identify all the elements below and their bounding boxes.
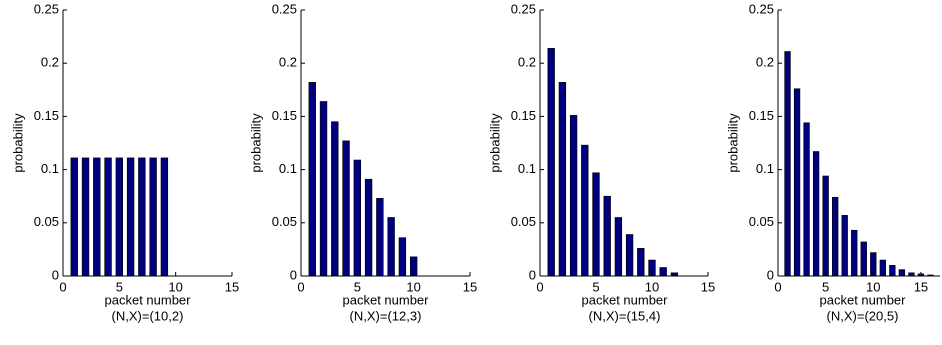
bar [812, 151, 820, 277]
bar [319, 101, 328, 277]
x-tick-label: 0 [59, 279, 66, 294]
y-tick-label: 0.2 [41, 55, 59, 70]
x-tick-label: 10 [168, 279, 182, 294]
x-tick-label: 10 [645, 279, 659, 294]
y-tick-label: 0.2 [756, 55, 774, 70]
bar [331, 121, 339, 277]
bar [104, 157, 112, 277]
bar [308, 82, 316, 277]
bar [889, 265, 896, 277]
bar [547, 48, 555, 277]
bar [581, 144, 589, 277]
bar [860, 241, 867, 277]
bar [115, 157, 124, 277]
x-tick-label: 15 [463, 279, 477, 294]
bar [793, 88, 801, 277]
bar [149, 157, 157, 277]
bar [659, 267, 667, 277]
bar [625, 234, 634, 277]
y-tick-label: 0.15 [34, 108, 59, 123]
caption: (N,X)=(15,4) [589, 308, 661, 323]
y-tick-label: 0.15 [272, 108, 297, 123]
bar [160, 157, 169, 277]
y-axis-label: probability [10, 113, 25, 173]
y-tick-label: 0.25 [34, 1, 59, 16]
y-tick-label: 0 [767, 267, 774, 282]
x-axis-label: packet number [820, 292, 907, 307]
y-tick-label: 0.05 [511, 214, 536, 229]
caption: (N,X)=(20,5) [827, 308, 899, 323]
bar [126, 157, 135, 277]
bar [592, 172, 600, 277]
y-tick-label: 0.1 [756, 161, 774, 176]
y-tick-label: 0.15 [511, 108, 536, 123]
y-tick-label: 0 [290, 267, 297, 282]
x-tick-label: 15 [701, 279, 715, 294]
y-tick-label: 0.05 [749, 214, 774, 229]
caption: (N,X)=(12,3) [350, 308, 422, 323]
x-tick-label: 5 [592, 279, 599, 294]
bar [138, 157, 146, 277]
bar [822, 175, 829, 277]
y-axis-label: probability [487, 113, 502, 173]
bar [603, 195, 611, 277]
x-tick-label: 0 [774, 279, 781, 294]
x-tick-label: 15 [914, 279, 928, 294]
y-tick-label: 0.2 [279, 55, 297, 70]
caption: (N,X)=(10,2) [112, 308, 184, 323]
bar [569, 115, 578, 277]
y-tick-label: 0.25 [749, 1, 774, 16]
y-tick-label: 0.1 [279, 161, 297, 176]
bar [879, 259, 886, 277]
x-axis-label: packet number [343, 292, 430, 307]
y-tick-label: 0.05 [34, 214, 59, 229]
bar [614, 217, 623, 277]
bar [841, 215, 848, 277]
y-tick-label: 0.05 [272, 214, 297, 229]
y-tick-label: 0.1 [41, 161, 59, 176]
bar [387, 217, 395, 277]
y-tick-label: 0.25 [511, 1, 536, 16]
bar [353, 159, 362, 277]
bar [832, 196, 839, 277]
x-axis-label: packet number [582, 292, 669, 307]
y-tick-label: 0.1 [518, 161, 536, 176]
x-tick-label: 0 [297, 279, 304, 294]
y-tick-label: 0 [52, 267, 59, 282]
x-tick-label: 5 [822, 279, 829, 294]
bar [637, 248, 645, 277]
bar [558, 82, 567, 277]
y-tick-label: 0.2 [518, 55, 536, 70]
x-tick-label: 10 [866, 279, 880, 294]
bar [803, 122, 810, 277]
x-tick-label: 5 [354, 279, 361, 294]
x-tick-label: 0 [536, 279, 543, 294]
bar [342, 140, 350, 277]
x-axis-label: packet number [105, 292, 192, 307]
bar [93, 157, 101, 277]
x-tick-label: 10 [406, 279, 420, 294]
bar [70, 157, 78, 277]
bar [784, 51, 791, 277]
bar [364, 178, 373, 277]
y-tick-label: 0.25 [272, 1, 297, 16]
y-axis-label: probability [248, 113, 263, 173]
bar [376, 198, 384, 277]
bar [81, 157, 90, 277]
x-tick-label: 15 [225, 279, 239, 294]
y-tick-label: 0.15 [749, 108, 774, 123]
bar [398, 237, 407, 277]
y-tick-label: 0 [529, 267, 536, 282]
x-tick-label: 5 [116, 279, 123, 294]
y-axis-label: probability [725, 113, 740, 173]
bar [898, 269, 906, 277]
bar [851, 229, 858, 277]
